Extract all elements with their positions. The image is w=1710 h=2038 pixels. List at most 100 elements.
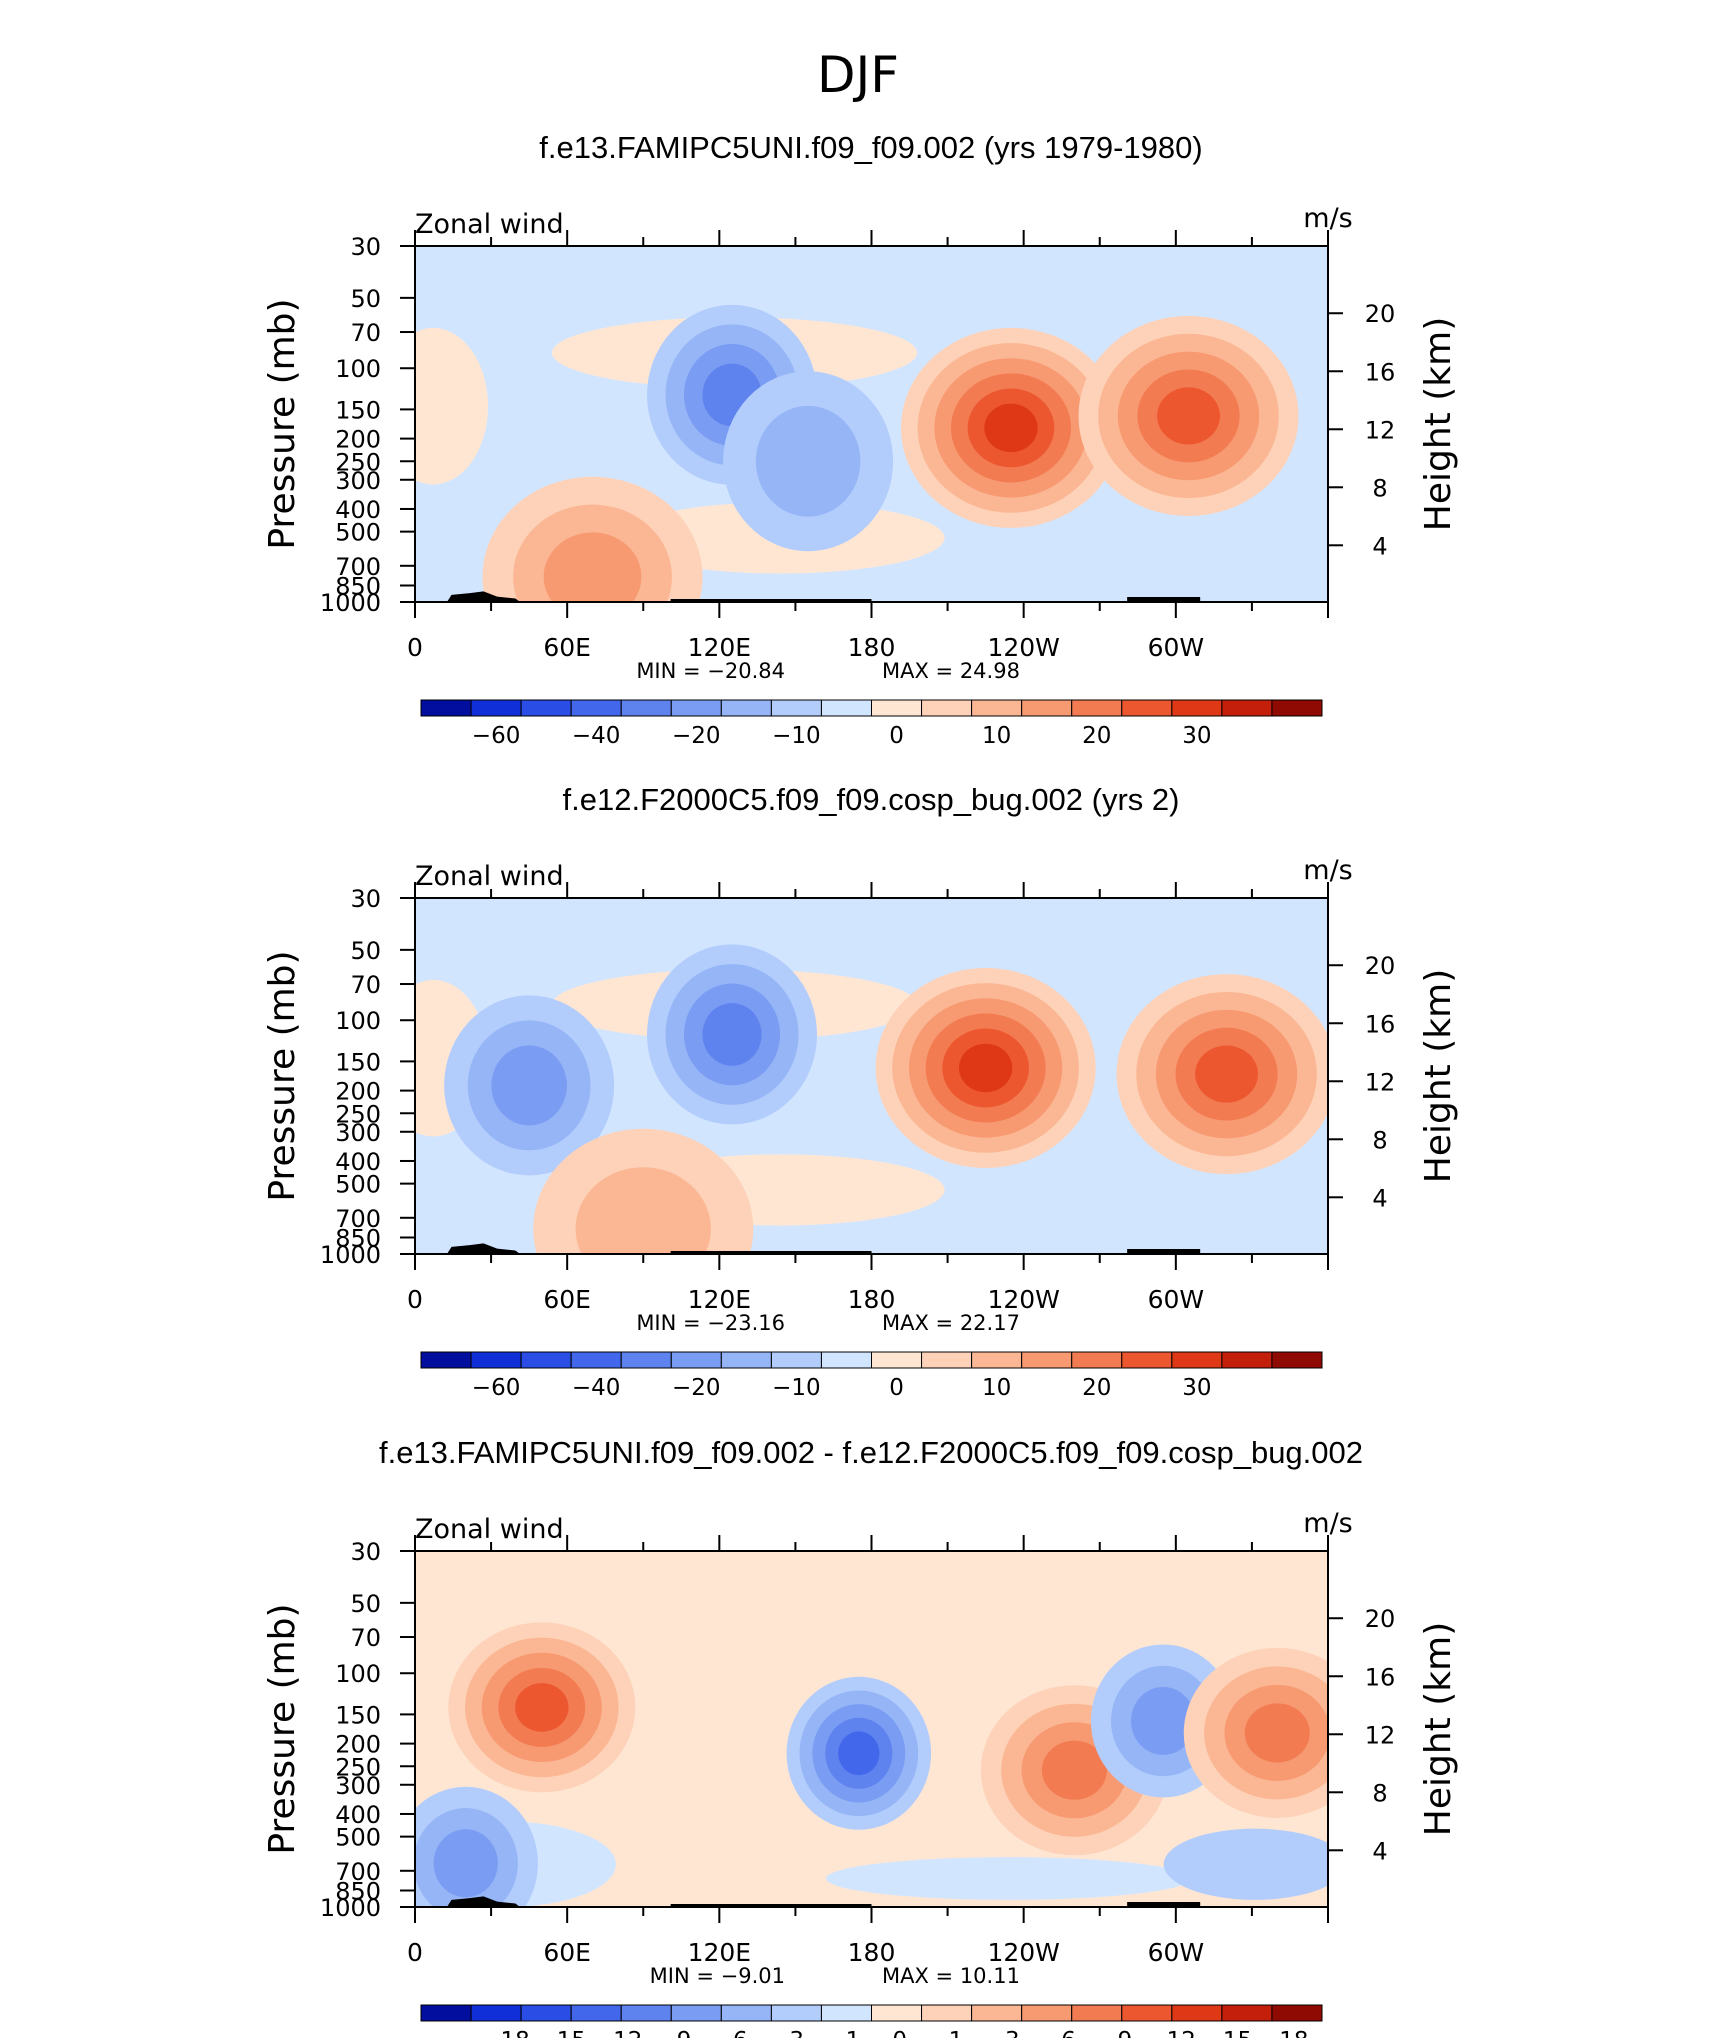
colorbar-box (1071, 2004, 1123, 2022)
units-label: m/s (1303, 855, 1352, 886)
y2-tick-label: 16 (1365, 1663, 1396, 1691)
terrain (446, 1243, 520, 1254)
panel-title: f.e13.FAMIPC5UNI.f09_f09.002 - f.e12.F20… (379, 1435, 1363, 1470)
y-tick-label: 150 (335, 1701, 381, 1729)
colorbar-box (720, 1351, 772, 1369)
y-tick-label: 200 (335, 426, 381, 454)
y2-tick-label: 12 (1365, 1068, 1396, 1096)
contour-westerly-3-level-4 (1157, 387, 1220, 445)
x-tick-label: 0 (407, 1938, 423, 1967)
y2-axis-title: Height (km) (1418, 317, 1459, 531)
colorbar-label: 10 (982, 723, 1011, 749)
y2-tick-label: 4 (1372, 532, 1387, 560)
units-label: m/s (1303, 1508, 1352, 1539)
colorbar-box (570, 2004, 622, 2022)
colorbar-box (420, 1351, 472, 1369)
min-label: MIN = −20.84 (636, 659, 785, 683)
y-tick-label: 50 (350, 937, 381, 965)
contour-westerly-0-level-4 (515, 1683, 569, 1732)
colorbar-box (1021, 1351, 1073, 1369)
x-tick-label: 120E (688, 1938, 752, 1967)
terrain-strip (670, 599, 872, 602)
y-tick-label: 100 (335, 355, 381, 383)
y2-tick-label: 8 (1372, 1779, 1387, 1807)
colorbar-box (1171, 699, 1223, 717)
colorbar-box (1071, 699, 1123, 717)
colorbar-box (470, 699, 522, 717)
y-tick-label: 30 (350, 1538, 381, 1566)
y2-tick-label: 20 (1365, 300, 1396, 328)
contour-field (415, 246, 1328, 602)
x-tick-label: 60W (1148, 1938, 1205, 1967)
y-tick-label: 70 (350, 1624, 381, 1652)
y-tick-label: 30 (350, 885, 381, 913)
colorbar-label: −60 (472, 1375, 521, 1401)
colorbar-box (1121, 699, 1173, 717)
colorbar-box (620, 1351, 672, 1369)
y-tick-label: 250 (335, 1753, 381, 1781)
colorbar-box (470, 2004, 522, 2022)
figure-title: DJF (817, 46, 899, 104)
colorbar: −18 −15 −12 −9 −6 −3 −1 0 1 3 6 9 12 15 18 (420, 2004, 1323, 2038)
colorbar-box (420, 2004, 472, 2022)
colorbar-box (1171, 1351, 1223, 1369)
y-tick-label: 200 (335, 1731, 381, 1759)
colorbar-box (520, 1351, 572, 1369)
panel-title: f.e12.F2000C5.f09_f09.cosp_bug.002 (yrs … (563, 782, 1180, 817)
terrain-strip (670, 1251, 872, 1254)
colorbar-label: 15 (1223, 2028, 1252, 2038)
colorbar-box (1221, 2004, 1273, 2022)
contour-westerly-2-level-3 (1041, 1740, 1107, 1800)
terrain (446, 591, 520, 602)
x-tick-label: 120W (987, 633, 1059, 662)
contour-easterly-5-level-2 (433, 1829, 498, 1898)
colorbar-box (670, 1351, 722, 1369)
x-tick-label: 0 (407, 633, 423, 662)
y-tick-label: 850 (335, 1878, 381, 1906)
max-label: MAX = 22.17 (882, 1311, 1020, 1335)
colorbar-box (871, 1351, 923, 1369)
max-label: MAX = 24.98 (882, 659, 1020, 683)
y-tick-label: 400 (335, 496, 381, 524)
contour-westerly-3-level-4 (1195, 1045, 1258, 1103)
contour-westerly-4-level-1 (575, 1167, 711, 1254)
variable-label: Zonal wind (415, 861, 564, 892)
y-tick-label: 1000 (320, 1894, 381, 1922)
contour-westerly-4-level-3 (1244, 1703, 1310, 1763)
colorbar-label: 3 (1005, 2028, 1020, 2038)
contour-westerly-2-level-5 (958, 1043, 1013, 1093)
y-tick-label: 300 (335, 1119, 381, 1147)
colorbar-box (1021, 2004, 1073, 2022)
colorbar-label: −6 (714, 2028, 748, 2038)
colorbar-box (620, 2004, 672, 2022)
x-tick-label: 60W (1148, 1285, 1205, 1314)
y-tick-label: 150 (335, 396, 381, 424)
min-label: MIN = −23.16 (636, 1311, 785, 1335)
colorbar-box (871, 2004, 923, 2022)
contour-easterly-0-level-3 (702, 1003, 762, 1066)
colorbar-box (1071, 1351, 1123, 1369)
colorbar-box (770, 699, 822, 717)
x-tick-label: 180 (848, 1938, 896, 1967)
y-tick-label: 500 (335, 1824, 381, 1852)
y-tick-label: 200 (335, 1078, 381, 1106)
y-tick-label: 700 (335, 553, 381, 581)
colorbar-label: 9 (1118, 2028, 1133, 2038)
colorbar-box (770, 1351, 822, 1369)
colorbar: −60 −40 −20 −10 0 10 20 30 (420, 1351, 1323, 1401)
colorbar-box (820, 2004, 873, 2022)
contour-westerly-2-level-5 (984, 403, 1038, 453)
contour-easterly-3-level-2 (1131, 1686, 1196, 1755)
y-axis-title: Pressure (mb) (262, 1603, 303, 1854)
x-tick-label: 180 (848, 1285, 896, 1314)
y-tick-label: 250 (335, 448, 381, 476)
x-tick-label: 60W (1148, 633, 1205, 662)
variable-label: Zonal wind (415, 1514, 564, 1545)
colorbar-box (570, 1351, 622, 1369)
y2-axis-title: Height (km) (1418, 969, 1459, 1183)
y-tick-label: 100 (335, 1660, 381, 1688)
y2-tick-label: 16 (1365, 1010, 1396, 1038)
contour-field (415, 898, 1328, 1254)
x-tick-label: 60E (543, 1938, 591, 1967)
x-tick-label: 120E (688, 633, 752, 662)
